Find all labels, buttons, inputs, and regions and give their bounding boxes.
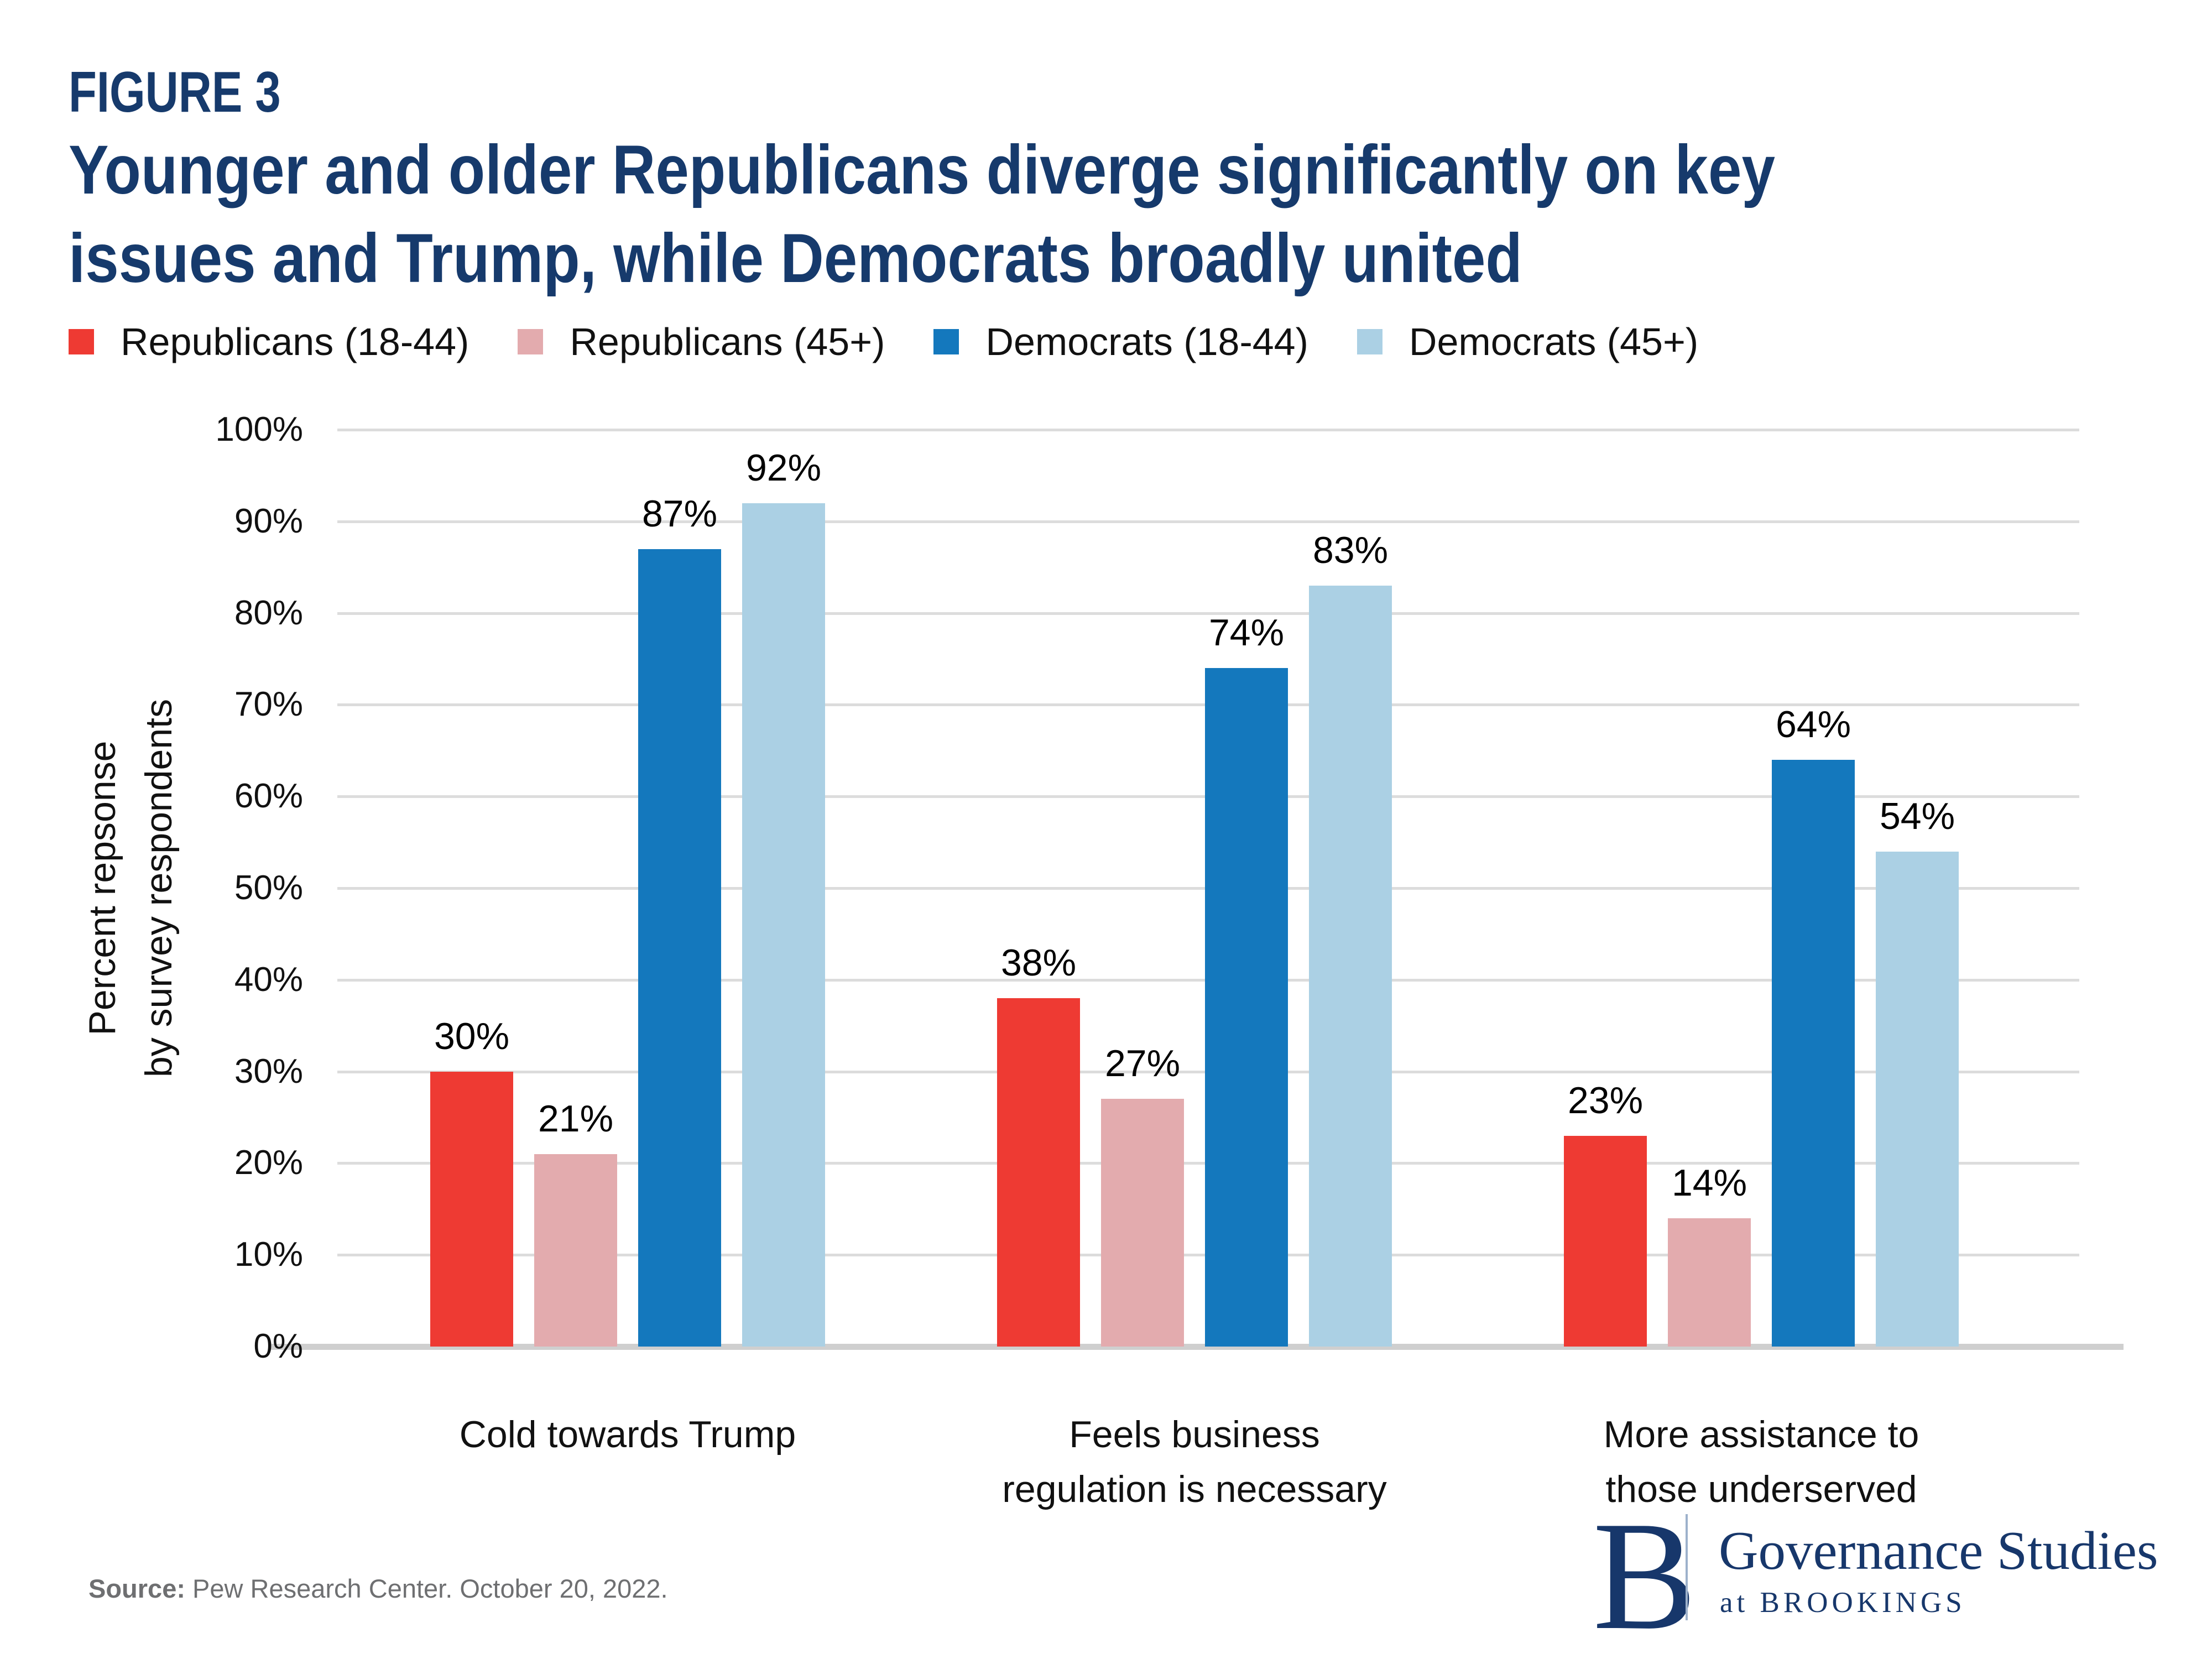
y-tick-label: 100% [215,410,303,448]
legend-swatch [933,329,959,354]
y-tick-label: 10% [234,1235,303,1274]
bar-value-label: 27% [1104,1042,1181,1085]
brookings-b-mark: B [1593,1489,1697,1659]
bar-value-label: 30% [434,1015,510,1057]
bar-value-label: 21% [538,1097,614,1140]
logo-program-name: Governance Studies [1719,1521,2158,1581]
legend-item: Democrats (45+) [1357,320,1698,364]
chart-title-line2: issues and Trump, while Democrats broadl… [69,220,1522,297]
y-tick-label: 20% [234,1144,303,1182]
bar [997,998,1080,1347]
bar [1101,1099,1184,1347]
logo-divider [1686,1514,1688,1620]
bar [1564,1135,1647,1347]
source-note: Source: Pew Research Center. October 20,… [88,1573,668,1604]
y-tick-label: 70% [234,685,303,724]
source-text: Pew Research Center. October 20, 2022. [185,1574,668,1603]
bar-value-label: 87% [641,492,718,535]
y-tick-label: 0% [253,1327,303,1365]
chart-title: Younger and older Republicans diverge si… [69,126,1775,303]
gridline [337,612,2079,615]
y-tick-label: 60% [234,777,303,816]
logo-subtitle: at BROOKINGS [1720,1587,1966,1619]
bar-value-label: 54% [1879,795,1955,837]
bar [430,1071,513,1347]
y-tick-label: 90% [234,502,303,540]
source-label: Source: [88,1574,185,1603]
figure-label: FIGURE 3 [69,60,281,124]
chart-title-line1: Younger and older Republicans diverge si… [69,132,1775,208]
y-tick-label: 50% [234,869,303,907]
y-tick-label: 40% [234,960,303,999]
legend-item: Republicans (18-44) [69,320,469,364]
bar-value-label: 74% [1208,612,1285,654]
bar [1772,759,1855,1347]
bar [1309,585,1392,1347]
bar [1205,668,1288,1347]
bar-value-label: 64% [1775,703,1851,745]
legend-swatch [518,329,544,354]
legend: Republicans (18-44) Republicans (45+) Demo… [69,320,1698,364]
bar [1668,1218,1751,1347]
bar-value-label: 92% [745,446,822,489]
y-tick-label: 30% [234,1052,303,1091]
gridline [337,429,2079,431]
x-category-label: More assistance to those underserved [1603,1413,1919,1510]
bar [742,503,825,1347]
legend-swatch [69,329,94,354]
bar [534,1154,617,1347]
legend-item: Republicans (45+) [518,320,885,364]
bar [638,549,721,1347]
bar-value-label: 83% [1312,529,1389,571]
legend-item: Democrats (18-44) [933,320,1308,364]
x-category-label: Feels business regulation is necessary [1002,1413,1387,1510]
legend-label: Democrats (45+) [1408,320,1699,363]
legend-label: Republicans (18-44) [121,320,469,363]
bar-value-label: 38% [1000,941,1077,984]
y-tick-label: 80% [234,593,303,632]
gridline [337,520,2079,523]
bar-value-label: 14% [1671,1161,1747,1204]
bar-value-label: 23% [1567,1079,1644,1121]
legend-swatch [1357,329,1383,354]
legend-label: Democrats (18-44) [985,320,1308,363]
legend-label: Republicans (45+) [570,320,885,363]
x-category-label: Cold towards Trump [459,1413,796,1455]
x-axis-baseline [271,1344,2124,1350]
bar [1876,851,1959,1347]
